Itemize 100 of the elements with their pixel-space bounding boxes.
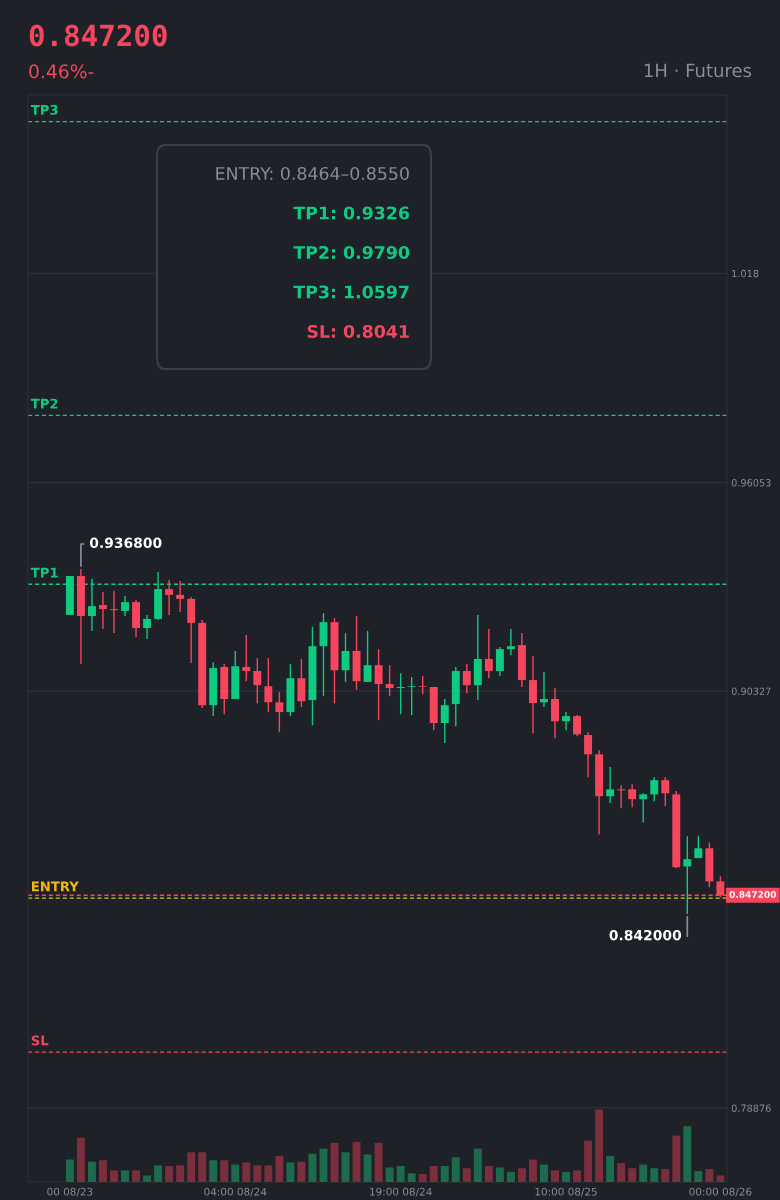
bar	[661, 1168, 670, 1182]
annotation: TP1: 0.9326	[293, 206, 410, 220]
candlestick	[573, 714, 582, 737]
y-tick-label: 1.018	[732, 269, 759, 278]
candlestick	[242, 634, 251, 682]
bar	[639, 1164, 648, 1182]
ref-line-label: ENTRY	[31, 881, 79, 892]
candlestick	[297, 658, 306, 708]
candlestick	[650, 776, 659, 802]
bar	[683, 1126, 692, 1182]
bar	[429, 1166, 438, 1182]
bar	[551, 1170, 559, 1182]
bar	[451, 1157, 460, 1182]
bar	[275, 1155, 284, 1182]
candlestick	[253, 657, 262, 705]
bar	[76, 1137, 85, 1182]
bar	[110, 1170, 118, 1182]
ref-line-label: TP2	[30, 398, 58, 409]
y-tick-label: 0.78876	[731, 1104, 771, 1112]
bar	[628, 1168, 637, 1182]
bar	[132, 1170, 141, 1182]
bar	[308, 1153, 317, 1182]
annotation: SL: 0.8041	[307, 324, 409, 339]
bar	[253, 1165, 262, 1182]
annotation: 0.842000	[609, 929, 682, 941]
annotation: 0.936800	[89, 537, 162, 549]
bar	[385, 1167, 394, 1182]
candlestick	[683, 835, 692, 915]
candlestick	[99, 591, 107, 630]
bar	[517, 1168, 526, 1182]
annotation: TP2: 0.9790	[293, 245, 410, 260]
bar	[506, 1171, 515, 1182]
x-tick-label: 00:00 08/26	[689, 1187, 752, 1197]
candlestick	[495, 646, 504, 677]
candlestick	[551, 687, 559, 740]
bar	[165, 1166, 174, 1182]
bar	[297, 1161, 306, 1182]
candlestick	[440, 698, 449, 744]
candlestick	[374, 648, 383, 721]
candlestick	[264, 657, 273, 713]
bar	[187, 1152, 196, 1182]
bar	[495, 1167, 504, 1182]
bar	[99, 1160, 107, 1182]
bar	[418, 1174, 427, 1182]
bar	[540, 1164, 548, 1182]
bar	[705, 1168, 714, 1182]
candlestick	[407, 676, 416, 716]
candlestick	[385, 664, 394, 697]
bar	[209, 1160, 218, 1182]
text: 0.46%-	[29, 64, 94, 79]
annotation: ENTRY: 0.8464–0.8550	[216, 166, 409, 181]
ref-line-label: TP3	[30, 104, 58, 115]
bar	[694, 1171, 703, 1182]
x-tick-label: 19:00 08/24	[370, 1187, 432, 1197]
chart-subtitle: 1H · Futures	[644, 63, 752, 78]
ref-line-label: SL	[31, 1035, 49, 1046]
candlestick	[540, 671, 548, 708]
candlestick	[363, 630, 372, 683]
bar	[87, 1161, 96, 1182]
bar	[154, 1165, 163, 1182]
candlestick	[628, 783, 637, 808]
annotation: TP3: 1.0597	[293, 285, 409, 299]
bar	[484, 1166, 493, 1182]
candlestick	[121, 595, 129, 617]
bar	[617, 1163, 626, 1182]
x-tick-label: 04:00 08/24	[204, 1187, 267, 1197]
bar	[143, 1175, 152, 1182]
candlestick	[143, 614, 152, 640]
bar	[473, 1148, 482, 1182]
candlestick	[275, 691, 284, 733]
bar	[716, 1175, 725, 1182]
bar	[176, 1165, 185, 1182]
x-tick-label: 00 08/23	[47, 1187, 93, 1197]
candlestick	[661, 776, 670, 807]
bar	[374, 1142, 383, 1182]
bar	[407, 1173, 416, 1182]
ref-line-label: TP1	[30, 567, 58, 578]
bar	[528, 1159, 537, 1182]
ref-line-label: 0.847200	[729, 891, 777, 898]
candlestick	[584, 731, 593, 778]
bar	[595, 1109, 604, 1182]
bar	[198, 1152, 207, 1182]
y-tick-label: 0.96053	[731, 479, 771, 487]
bar	[462, 1168, 471, 1182]
candlestick	[462, 663, 471, 694]
bar	[562, 1171, 570, 1182]
candlestick	[606, 766, 615, 804]
bar	[286, 1162, 295, 1182]
candlestick	[506, 628, 515, 656]
bar	[220, 1160, 229, 1182]
candlestick	[528, 655, 537, 734]
bar	[242, 1162, 251, 1182]
y-tick-label: 0.90327	[731, 687, 771, 695]
bar	[396, 1166, 405, 1182]
bar	[606, 1155, 615, 1182]
bar	[440, 1166, 449, 1182]
candlestick	[639, 792, 648, 824]
text: 0.847200	[29, 24, 167, 47]
candlestick	[562, 711, 570, 732]
candlestick	[418, 675, 427, 695]
